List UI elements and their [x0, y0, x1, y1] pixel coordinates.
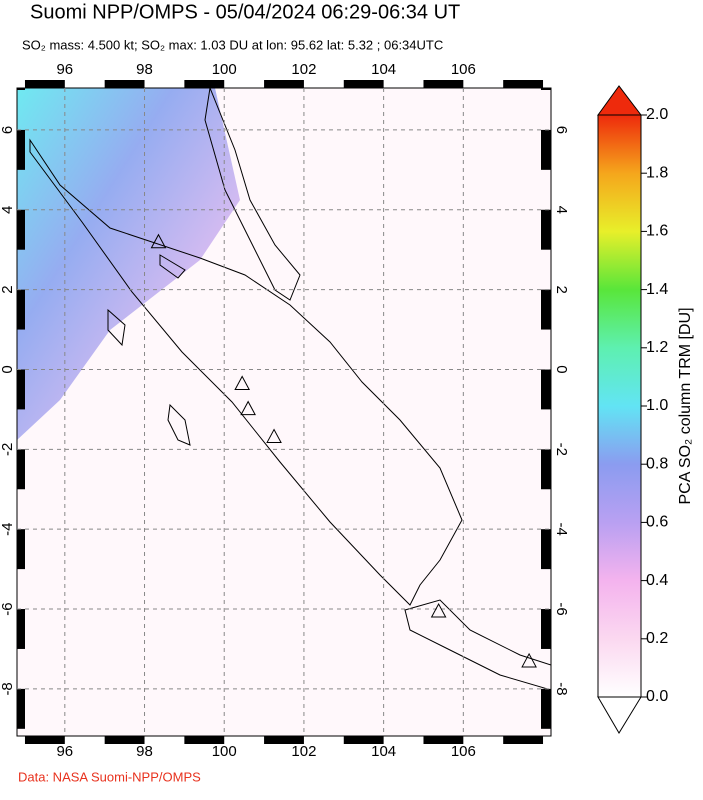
volcano	[430, 602, 447, 618]
frame-band	[541, 129, 551, 170]
frame-band	[104, 736, 145, 744]
x-tick-label: 100	[212, 61, 237, 78]
volcano	[521, 652, 537, 668]
volcano	[150, 233, 167, 249]
colorbar-max-arrow	[597, 85, 643, 116]
frame-band	[104, 80, 145, 88]
y-tick-label: 4	[553, 206, 570, 214]
x-tick-label: 96	[56, 61, 73, 78]
frame-band	[24, 736, 65, 744]
frame-band	[17, 369, 25, 410]
subtitle: SO₂ mass: 4.500 kt; SO₂ max: 1.03 DU at …	[22, 37, 443, 52]
frame-band	[17, 688, 25, 729]
y-tick-label: -6	[0, 602, 16, 615]
colorbar-tick-label: 0.6	[646, 514, 668, 531]
colorbar-label: PCA SO₂ column TRM [DU]	[677, 307, 694, 504]
x-tick-label: 102	[291, 61, 316, 78]
colorbar-tick-label: 2.0	[646, 106, 668, 123]
colorbar-tick-label: 1.6	[646, 223, 668, 240]
colorbar-tick-label: 1.8	[646, 164, 668, 181]
y-tick-label: -2	[553, 443, 570, 456]
frame-band	[343, 736, 384, 744]
colorbar-tick-label: 0.4	[646, 572, 668, 589]
island	[107, 254, 191, 446]
frame-band	[17, 289, 25, 330]
volcano	[240, 400, 256, 416]
x-tick-label: 98	[136, 743, 153, 760]
y-tick-label: -8	[553, 682, 570, 695]
frame-band	[17, 88, 25, 90]
frame-band	[503, 736, 544, 744]
x-tick-label: 96	[56, 743, 73, 760]
frame-band	[17, 129, 25, 170]
map-layer	[17, 88, 551, 736]
colorbar-tick-label: 0.2	[646, 630, 668, 647]
colorbar-min-arrow	[597, 696, 642, 734]
x-tick-label: 102	[291, 743, 316, 760]
frame-band	[541, 449, 551, 490]
frame-band	[541, 609, 551, 649]
y-tick-label: -4	[0, 523, 16, 536]
frame-band	[17, 209, 25, 250]
colorbar-tick-label: 1.2	[646, 339, 668, 356]
frame-band	[423, 80, 464, 88]
frame-band	[17, 529, 25, 570]
coastline	[204, 88, 301, 301]
y-tick-label: -6	[553, 602, 570, 615]
colorbar-tick-label: 1.4	[646, 281, 668, 298]
y-tick-label: -4	[553, 523, 570, 536]
frame-band	[264, 80, 304, 88]
frame-band	[17, 609, 25, 649]
x-tick-label: 106	[451, 61, 476, 78]
y-tick-label: 0	[0, 365, 16, 373]
frame-band	[24, 80, 65, 88]
frame-band	[17, 449, 25, 490]
frame-band	[503, 80, 544, 88]
frame-band	[541, 289, 551, 330]
frame-band	[184, 80, 225, 88]
colorbar	[597, 114, 642, 698]
x-tick-label: 104	[371, 61, 396, 78]
y-tick-label: 2	[0, 285, 16, 293]
x-tick-label: 104	[371, 743, 396, 760]
y-tick-label: -8	[0, 682, 16, 695]
y-tick-label: -2	[0, 443, 16, 456]
frame-band	[541, 369, 551, 410]
frame-band	[541, 529, 551, 570]
frame-band	[423, 736, 464, 744]
y-tick-label: 2	[553, 285, 570, 293]
frame-band	[541, 88, 551, 90]
footer: Data: NASA Suomi-NPP/OMPS	[18, 769, 201, 784]
x-tick-label: 98	[136, 61, 153, 78]
frame-band	[541, 688, 551, 729]
coastline	[29, 138, 463, 606]
colorbar-tick-label: 0.8	[646, 455, 668, 472]
y-tick-label: 4	[0, 206, 16, 214]
frame-band	[264, 736, 304, 744]
y-tick-label: 6	[0, 126, 16, 134]
frame-band	[184, 736, 225, 744]
volcano	[234, 375, 250, 390]
volcano	[266, 428, 282, 444]
colorbar-tick-label: 1.0	[646, 397, 668, 414]
y-tick-label: 6	[553, 126, 570, 134]
x-tick-label: 100	[212, 743, 237, 760]
frame-band	[343, 80, 384, 88]
y-tick-label: 0	[553, 365, 570, 373]
so2-field	[17, 88, 240, 440]
title: Suomi NPP/OMPS - 05/04/2024 06:29-06:34 …	[30, 1, 460, 23]
colorbar-tick-label: 0.0	[646, 688, 668, 705]
x-tick-label: 106	[451, 743, 476, 760]
coastline	[404, 599, 551, 691]
frame-band	[541, 209, 551, 250]
